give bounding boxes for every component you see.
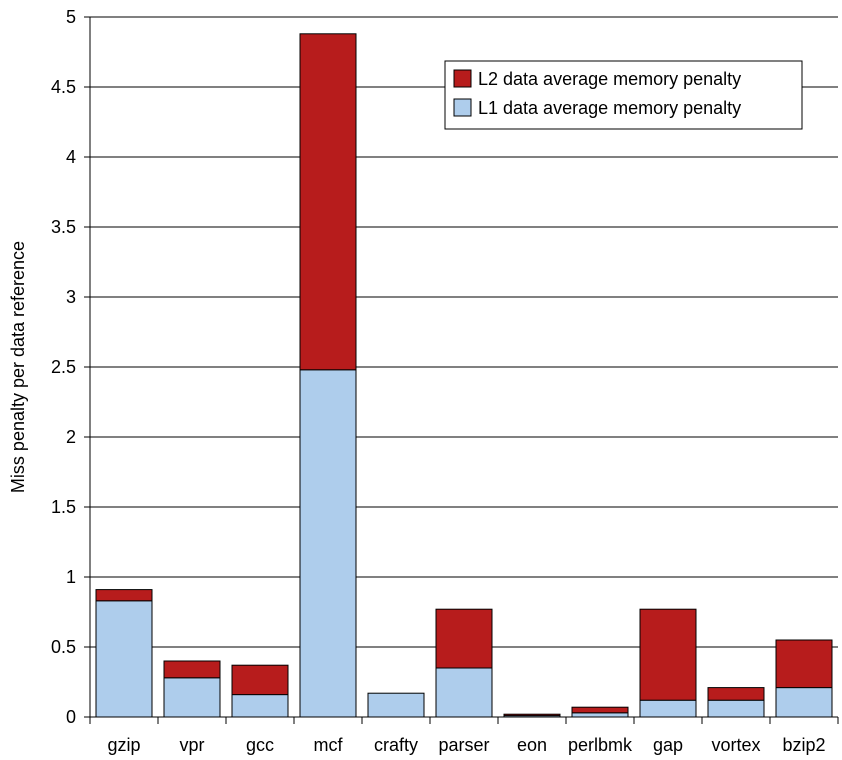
bar-segment-l1-gzip <box>95 600 153 718</box>
legend: L2 data average memory penalty L1 data av… <box>444 60 803 130</box>
bar-segment-l2-vpr <box>163 660 221 679</box>
bar-segment-l2-perlbmk <box>571 706 629 714</box>
legend-label: L2 data average memory penalty <box>478 69 741 89</box>
y-tick-label: 3 <box>66 287 76 307</box>
x-tick-label: mcf <box>314 735 344 755</box>
y-tick-label: 1 <box>66 567 76 587</box>
legend-box <box>444 60 803 130</box>
x-tick-label: vortex <box>711 735 760 755</box>
bar-segment-l1-crafty <box>367 692 425 718</box>
y-tick-label: 1.5 <box>51 497 76 517</box>
y-tick-label: 2 <box>66 427 76 447</box>
y-tick-label: 2.5 <box>51 357 76 377</box>
bar-segment-l2-gzip <box>95 589 153 602</box>
y-tick-label: 4 <box>66 147 76 167</box>
y-tick-label: 0.5 <box>51 637 76 657</box>
bar-segment-l1-gcc <box>231 694 289 718</box>
bar-segment-l2-gap <box>639 608 697 701</box>
y-axis-label: Miss penalty per data reference <box>8 241 28 493</box>
x-tick-labels: gzip vpr gcc mcf crafty parser eon perlbmk gap vo… <box>89 717 839 755</box>
bar-segment-l1-vortex <box>707 699 765 718</box>
x-tick-label: gzip <box>107 735 140 755</box>
y-tick-label: 3.5 <box>51 217 76 237</box>
bar-segment-l2-vortex <box>707 687 765 701</box>
x-tick-label: eon <box>517 735 547 755</box>
x-tick-label: perlbmk <box>568 735 633 755</box>
bar-segment-l1-vpr <box>163 677 221 718</box>
bar-segment-l2-bzip2 <box>775 639 833 689</box>
x-tick-label: gap <box>653 735 683 755</box>
y-tick-label: 4.5 <box>51 77 76 97</box>
legend-swatch-l2 <box>453 69 472 88</box>
bars <box>95 33 833 718</box>
x-tick-label: gcc <box>246 735 274 755</box>
y-tick-label: 5 <box>66 7 76 27</box>
y-tick-label: 0 <box>66 707 76 727</box>
y-tick-labels: 0 0.5 1 1.5 2 2.5 3 3.5 4 4.5 5 <box>51 7 90 727</box>
bar-segment-l2-gcc <box>231 664 289 696</box>
bar-segment-l1-mcf <box>299 369 357 718</box>
bar-segment-l1-gap <box>639 699 697 718</box>
bar-segment-l1-parser <box>435 667 493 718</box>
legend-label: L1 data average memory penalty <box>478 98 741 118</box>
bar-segment-l1-bzip2 <box>775 687 833 718</box>
x-tick-label: vpr <box>179 735 204 755</box>
bar-segment-l2-parser <box>435 608 493 669</box>
legend-swatch-l1 <box>453 98 472 117</box>
bar-segment-l2-eon <box>503 713 561 717</box>
bar-segment-l1-perlbmk <box>571 712 629 718</box>
x-tick-label: bzip2 <box>782 735 825 755</box>
x-tick-label: crafty <box>374 735 418 755</box>
bar-segment-l2-mcf <box>299 33 357 371</box>
x-tick-label: parser <box>438 735 489 755</box>
